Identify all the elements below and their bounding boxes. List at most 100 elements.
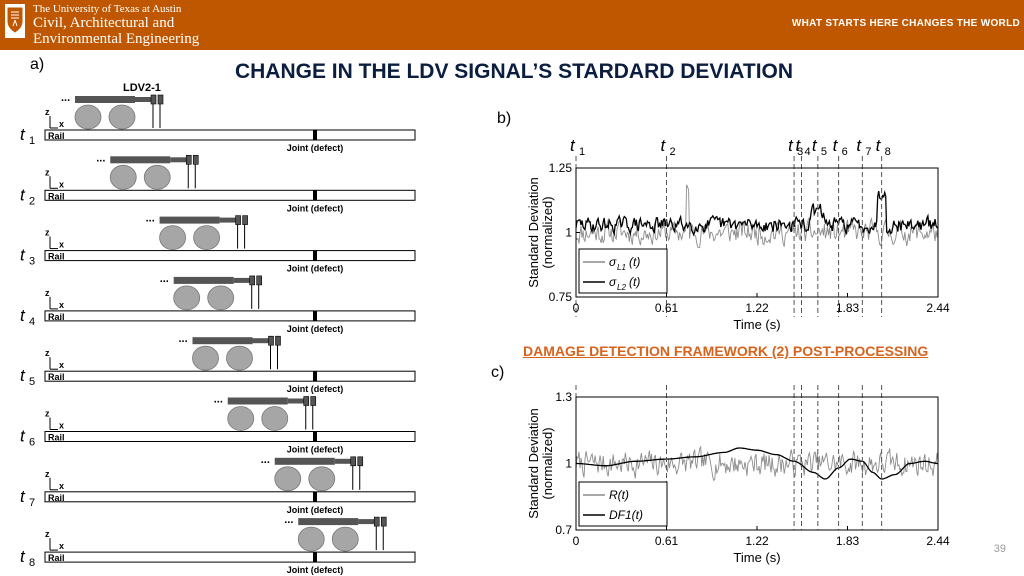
ldv-sensor bbox=[357, 456, 364, 467]
time-label: t bbox=[20, 246, 26, 265]
x-tick-label: 0 bbox=[573, 534, 580, 548]
schematic-row: t 4 zx Rail Joint (defect)... bbox=[20, 273, 416, 334]
vehicle-body bbox=[110, 156, 171, 164]
axis-z-label: z bbox=[45, 288, 50, 298]
legend-box bbox=[578, 481, 668, 527]
x-axis-label: Time (s) bbox=[733, 550, 780, 565]
ut-shield-logo-icon bbox=[5, 4, 25, 38]
ellipsis: ... bbox=[284, 514, 293, 526]
y-tick-label: 1 bbox=[565, 457, 572, 471]
ellipsis: ... bbox=[96, 152, 105, 164]
plot-series-group bbox=[576, 184, 938, 249]
vehicle-body bbox=[75, 96, 135, 103]
vehicle-body bbox=[227, 397, 288, 405]
tagline: WHAT STARTS HERE CHANGES THE WORLD bbox=[791, 18, 1020, 29]
time-marker-label: t bbox=[812, 136, 818, 155]
wheel bbox=[297, 526, 325, 552]
slide-title: CHANGE IN THE LDV SIGNAL’S STARDARD DEVI… bbox=[234, 60, 794, 83]
axis-z-label: z bbox=[45, 348, 50, 358]
wheel bbox=[173, 285, 201, 311]
wheel bbox=[308, 466, 336, 492]
y-axis-label-line-2: (normalized) bbox=[540, 196, 555, 268]
axis-x-label: x bbox=[59, 481, 64, 491]
joint-marker bbox=[313, 190, 317, 201]
rail-label: Rail bbox=[48, 131, 65, 141]
legend-label-subscript: L1 bbox=[617, 263, 626, 272]
time-label-subscript: 4 bbox=[29, 316, 35, 328]
time-label: t bbox=[20, 306, 26, 325]
department-line-2: Environmental Engineering bbox=[33, 31, 200, 47]
schematic-row: t 7 zx Rail Joint (defect)... bbox=[20, 454, 416, 515]
vehicle-body bbox=[298, 518, 359, 526]
wheel bbox=[226, 345, 253, 371]
y-tick-label: 0.75 bbox=[549, 290, 573, 304]
chart-b-std-deviation: t 1 t 2 t 3t 4 t 5 t 6 t 7 t 80 0.61 1.22 1.83 2.440.7511.… bbox=[526, 136, 950, 332]
axis-z-label: z bbox=[45, 167, 50, 177]
series-line-1 bbox=[576, 445, 938, 482]
axis-x-label: x bbox=[59, 119, 64, 129]
x-tick-label: 0 bbox=[573, 301, 580, 315]
ellipsis: ... bbox=[146, 213, 155, 225]
joint-marker bbox=[313, 250, 317, 261]
joint-marker bbox=[313, 431, 317, 442]
ldv-sensor bbox=[192, 155, 199, 165]
time-marker-subscript: 3 bbox=[797, 146, 803, 158]
schematic-row: t 3 zx Rail Joint (defect)... bbox=[20, 213, 416, 274]
legend-label: DF1(t) bbox=[609, 508, 643, 522]
ellipsis: ... bbox=[214, 394, 223, 406]
schematic-row: t 6 zx Rail Joint (defect)... bbox=[20, 394, 416, 455]
wheel bbox=[193, 225, 221, 251]
series-line-2 bbox=[576, 190, 938, 237]
joint-label: Joint (defect) bbox=[287, 384, 344, 394]
chart-c-damage-feature: 0 0.61 1.22 1.83 2.44 0.7 1 1.3 Time (s) Standard… bbox=[526, 385, 950, 565]
vehicle-body bbox=[274, 457, 335, 465]
axis-x-label: x bbox=[59, 360, 64, 370]
time-label-subscript: 2 bbox=[29, 195, 35, 207]
y-tick-label: 1.3 bbox=[555, 390, 572, 404]
header-bar: The University of Texas at Austin Civil,… bbox=[0, 0, 1024, 50]
time-marker-label: t bbox=[661, 136, 667, 155]
time-marker-label: t bbox=[796, 136, 802, 155]
axis-z-label: z bbox=[45, 228, 50, 238]
joint-label: Joint (defect) bbox=[287, 203, 344, 213]
ldv-arm bbox=[358, 519, 375, 525]
joint-label: Joint (defect) bbox=[287, 445, 344, 455]
time-label: t bbox=[20, 487, 26, 506]
wheel bbox=[227, 406, 255, 431]
joint-marker bbox=[313, 371, 317, 382]
legend-box bbox=[578, 248, 668, 294]
rail-label: Rail bbox=[48, 191, 65, 201]
ldv-sensor bbox=[150, 94, 157, 105]
time-marker-subscript: 8 bbox=[885, 146, 891, 158]
y-axis-label: Standard Deviation bbox=[526, 408, 541, 519]
ldv-sensor bbox=[249, 275, 255, 286]
legend-label-subscript: L2 bbox=[617, 283, 626, 292]
x-tick-label: 2.44 bbox=[926, 301, 950, 315]
time-label-subscript: 6 bbox=[29, 437, 35, 449]
rail-label: Rail bbox=[48, 372, 65, 382]
ldv-sensor bbox=[350, 456, 357, 467]
time-label-subscript: 5 bbox=[29, 376, 35, 388]
time-label: t bbox=[20, 366, 26, 385]
rail bbox=[44, 129, 416, 141]
rail-label: Rail bbox=[48, 433, 65, 443]
section-title: DAMAGE DETECTION FRAMEWORK (2) POST-PROC… bbox=[523, 343, 929, 359]
legend-label-tail: (t) bbox=[629, 275, 640, 289]
time-label: t bbox=[20, 185, 26, 204]
ldv-sensor bbox=[185, 155, 192, 165]
ldv-arm bbox=[135, 97, 151, 102]
time-marker-subscript: 5 bbox=[821, 146, 827, 158]
ldv-sensor bbox=[268, 335, 274, 346]
axis-z-label: z bbox=[45, 529, 50, 539]
rail bbox=[44, 189, 416, 201]
wheel bbox=[74, 104, 102, 130]
wheel bbox=[274, 466, 302, 492]
ldv-sensor bbox=[256, 275, 263, 286]
series-line-1 bbox=[576, 184, 938, 249]
legend-label: σ bbox=[609, 255, 617, 269]
x-tick-label: 1.22 bbox=[745, 534, 769, 548]
wheel bbox=[159, 225, 187, 251]
time-marker-label: t bbox=[856, 136, 862, 155]
joint-label: Joint (defect) bbox=[287, 264, 344, 274]
